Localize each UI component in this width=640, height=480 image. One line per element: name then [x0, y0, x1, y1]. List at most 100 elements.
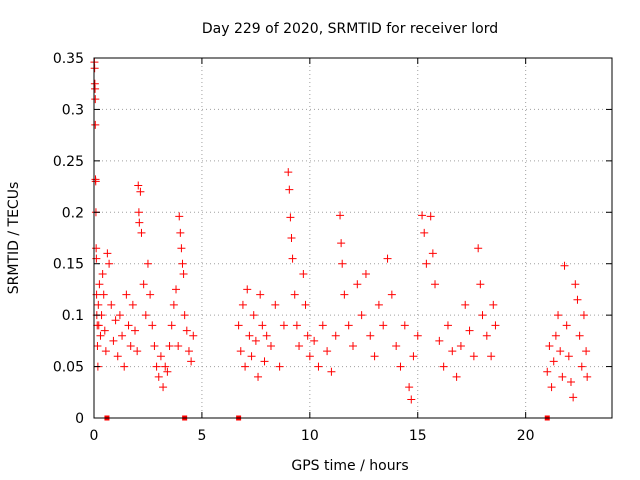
x-axis-label: GPS time / hours [291, 458, 408, 474]
data-point [439, 362, 448, 371]
data-point [284, 168, 293, 177]
data-point [241, 362, 250, 371]
data-point [249, 311, 258, 320]
data-point [482, 331, 491, 340]
data-point [156, 352, 165, 361]
data-point [465, 326, 474, 335]
data-point [374, 300, 383, 309]
data-point [107, 300, 116, 309]
data-point [93, 342, 102, 350]
data-point [582, 347, 591, 356]
data-point [172, 285, 181, 294]
data-point [418, 211, 427, 220]
data-point [176, 228, 185, 237]
data-point [118, 331, 127, 340]
data-point [299, 270, 308, 278]
data-point [279, 321, 288, 330]
data-point [128, 300, 137, 309]
data-point [91, 177, 100, 186]
data-point [337, 239, 346, 248]
data-point [547, 383, 556, 392]
data-point [331, 331, 340, 340]
data-point [314, 362, 323, 371]
data-point [379, 321, 388, 330]
x-tick-label: 0 [90, 428, 99, 444]
data-point [113, 352, 122, 361]
data-point [92, 244, 101, 253]
chart-title: Day 229 of 2020, SRMTID for receiver lor… [202, 21, 498, 37]
data-point [169, 300, 178, 309]
x-tick-label: 15 [409, 428, 427, 444]
x-tick-label: 5 [197, 428, 206, 444]
data-point [303, 331, 312, 340]
data-point [159, 383, 168, 392]
data-point [101, 347, 110, 356]
data-point [266, 342, 275, 350]
data-point [154, 372, 163, 381]
tick-labels-layer: 0 5 10 15 20 0 0.05 0.1 0.15 0.2 0.25 0.3 0.35 [53, 51, 535, 444]
data-point [189, 331, 198, 340]
data-point [305, 352, 314, 361]
data-point [182, 326, 191, 335]
data-point [111, 316, 120, 325]
data-point [361, 270, 370, 278]
data-point [327, 367, 336, 376]
data-point [562, 321, 571, 330]
data-point [554, 311, 563, 320]
data-point [146, 290, 155, 299]
data-point [187, 357, 196, 366]
y-tick-label: 0.15 [53, 257, 84, 273]
data-point [94, 321, 103, 330]
data-point [95, 280, 104, 289]
data-point [100, 326, 109, 335]
data-point [435, 336, 444, 345]
data-point [115, 311, 124, 320]
data-point [286, 213, 295, 222]
data-point [489, 300, 498, 309]
data-point [558, 372, 567, 381]
data-point [275, 362, 284, 371]
data-point [338, 259, 347, 268]
data-point [234, 321, 243, 330]
data-point [474, 244, 483, 253]
data-point [178, 259, 187, 268]
data-point [98, 270, 107, 278]
data-point [137, 228, 146, 237]
data-point [124, 321, 133, 330]
data-point [566, 378, 575, 386]
data-point [262, 331, 271, 340]
data-point [340, 290, 349, 299]
data-point [120, 362, 129, 371]
data-point [148, 321, 157, 330]
data-point [400, 321, 409, 330]
data-point [336, 211, 345, 220]
data-point [91, 84, 100, 93]
data-point [184, 347, 193, 356]
y-axis-label: SRMTID / TECUs [6, 182, 22, 295]
data-point [549, 357, 558, 366]
data-point [105, 259, 114, 268]
data-point [288, 254, 297, 263]
data-point [323, 347, 332, 356]
x-tick-label: 10 [301, 428, 319, 444]
y-tick-label: 0.3 [62, 102, 84, 118]
data-point [91, 120, 100, 129]
data-point [254, 372, 263, 381]
data-point [134, 181, 143, 190]
data-point [180, 311, 189, 320]
data-point [478, 311, 487, 320]
data-point [179, 270, 188, 278]
data-point [413, 331, 422, 340]
data-point [126, 342, 135, 350]
data-point [310, 336, 319, 345]
data-point [366, 331, 375, 340]
data-point [174, 342, 183, 350]
data-point [236, 347, 245, 356]
data-point [573, 295, 582, 304]
data-point [443, 321, 452, 330]
data-point [370, 352, 379, 361]
data-point [256, 290, 265, 299]
data-point [94, 300, 103, 309]
data-point [357, 311, 366, 320]
